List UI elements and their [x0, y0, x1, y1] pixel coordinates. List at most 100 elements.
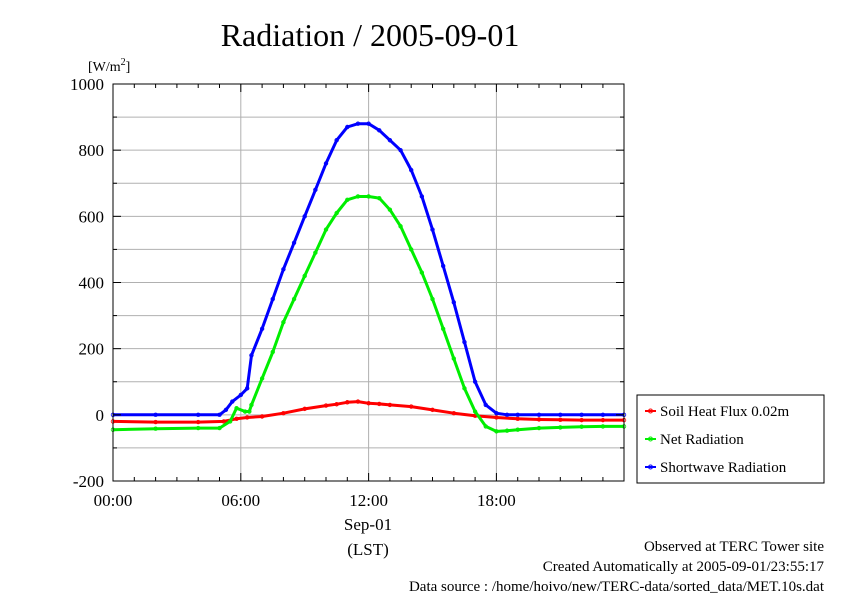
data-point	[249, 402, 254, 408]
data-point	[409, 167, 414, 173]
x-axis-label: (LST)	[347, 540, 389, 559]
legend-box	[636, 394, 825, 484]
x-tick-label: 12:00	[349, 491, 388, 510]
footer-source: Data source : /home/hoivo/new/TERC-data/…	[409, 579, 825, 595]
data-point	[409, 247, 414, 252]
data-point	[366, 194, 371, 199]
data-point	[259, 376, 265, 381]
y-axis-unit: [W/m2]	[88, 57, 130, 75]
data-point	[281, 267, 286, 272]
data-point	[440, 326, 446, 332]
data-point	[494, 429, 499, 434]
data-point	[355, 194, 361, 199]
data-point	[494, 410, 499, 416]
data-point	[323, 227, 329, 232]
date-label: Sep-01	[344, 515, 392, 534]
data-point	[153, 412, 158, 418]
data-point	[600, 417, 606, 423]
data-point	[409, 404, 414, 409]
data-point	[334, 210, 339, 216]
data-point	[223, 407, 229, 413]
data-point	[196, 425, 201, 431]
data-point	[430, 296, 435, 302]
data-point	[334, 138, 339, 143]
axis-ticks: -200 0 200 400 600 800 1000 00:00 06:00 12:00 18:0…	[70, 75, 624, 510]
data-point	[355, 121, 361, 126]
series-line	[113, 122, 624, 417]
x-tick-label: 06:00	[221, 491, 260, 510]
data-point	[377, 195, 382, 201]
data-point	[558, 412, 563, 418]
legend-label: Shortwave Radiation	[660, 460, 787, 476]
data-point	[217, 425, 222, 431]
data-point	[234, 406, 239, 411]
data-point	[281, 410, 286, 416]
data-point	[291, 240, 297, 245]
data-point	[600, 424, 606, 429]
data-point	[472, 379, 478, 384]
data-point	[387, 138, 393, 143]
data-point	[234, 416, 239, 422]
data-point	[536, 412, 542, 418]
x-tick-label: 00:00	[94, 491, 133, 510]
data-point	[515, 412, 520, 418]
data-point	[345, 400, 350, 405]
data-point	[281, 320, 286, 325]
data-point	[345, 197, 350, 202]
data-point	[483, 402, 488, 408]
data-point	[430, 227, 435, 232]
data-point	[579, 424, 584, 429]
legend-label: Soil Heat Flux 0.02m	[660, 404, 790, 420]
data-point	[302, 214, 307, 219]
data-point	[494, 415, 499, 420]
data-point	[227, 419, 233, 424]
data-point	[323, 161, 329, 166]
data-point	[419, 270, 425, 275]
y-tick-label: -200	[73, 472, 104, 491]
legend-marker	[648, 408, 653, 414]
data-point	[221, 419, 226, 424]
data-point	[196, 419, 201, 425]
data-point	[217, 412, 222, 418]
data-point	[323, 403, 329, 408]
y-tick-label: 400	[79, 274, 105, 293]
data-point	[451, 410, 457, 416]
data-point	[230, 399, 235, 404]
chart-title: Radiation / 2005-09-01	[221, 17, 520, 53]
legend-label: Net Radiation	[660, 432, 744, 448]
data-point	[196, 412, 201, 418]
data-point	[536, 417, 542, 422]
y-tick-label: 0	[96, 406, 105, 425]
data-point	[579, 417, 584, 423]
data-point	[451, 356, 457, 361]
series-line	[112, 400, 624, 424]
data-point	[558, 417, 563, 422]
y-tick-label: 600	[79, 207, 105, 226]
data-point	[504, 412, 510, 418]
data-point	[244, 386, 250, 391]
data-point	[398, 224, 403, 229]
data-point	[558, 425, 563, 430]
data-point	[419, 194, 425, 199]
y-tick-label: 800	[79, 141, 105, 160]
data-point	[387, 402, 393, 408]
footer-observed: Observed at TERC Tower site	[644, 539, 824, 555]
data-point	[398, 147, 403, 153]
data-point	[270, 349, 275, 355]
data-point	[430, 407, 435, 413]
data-point	[355, 399, 361, 404]
legend: Soil Heat Flux 0.02m Net Radiation Shortwa…	[636, 394, 825, 484]
data-point	[377, 128, 382, 133]
data-point	[600, 412, 606, 418]
legend-marker	[648, 464, 653, 470]
legend-marker	[648, 436, 653, 442]
data-point	[238, 392, 244, 398]
data-point	[244, 415, 250, 420]
data-point	[462, 386, 467, 391]
data-point	[579, 412, 584, 418]
y-tick-label: 200	[79, 340, 105, 359]
data-point	[536, 425, 542, 431]
data-point	[302, 273, 307, 279]
data-point	[291, 296, 297, 302]
